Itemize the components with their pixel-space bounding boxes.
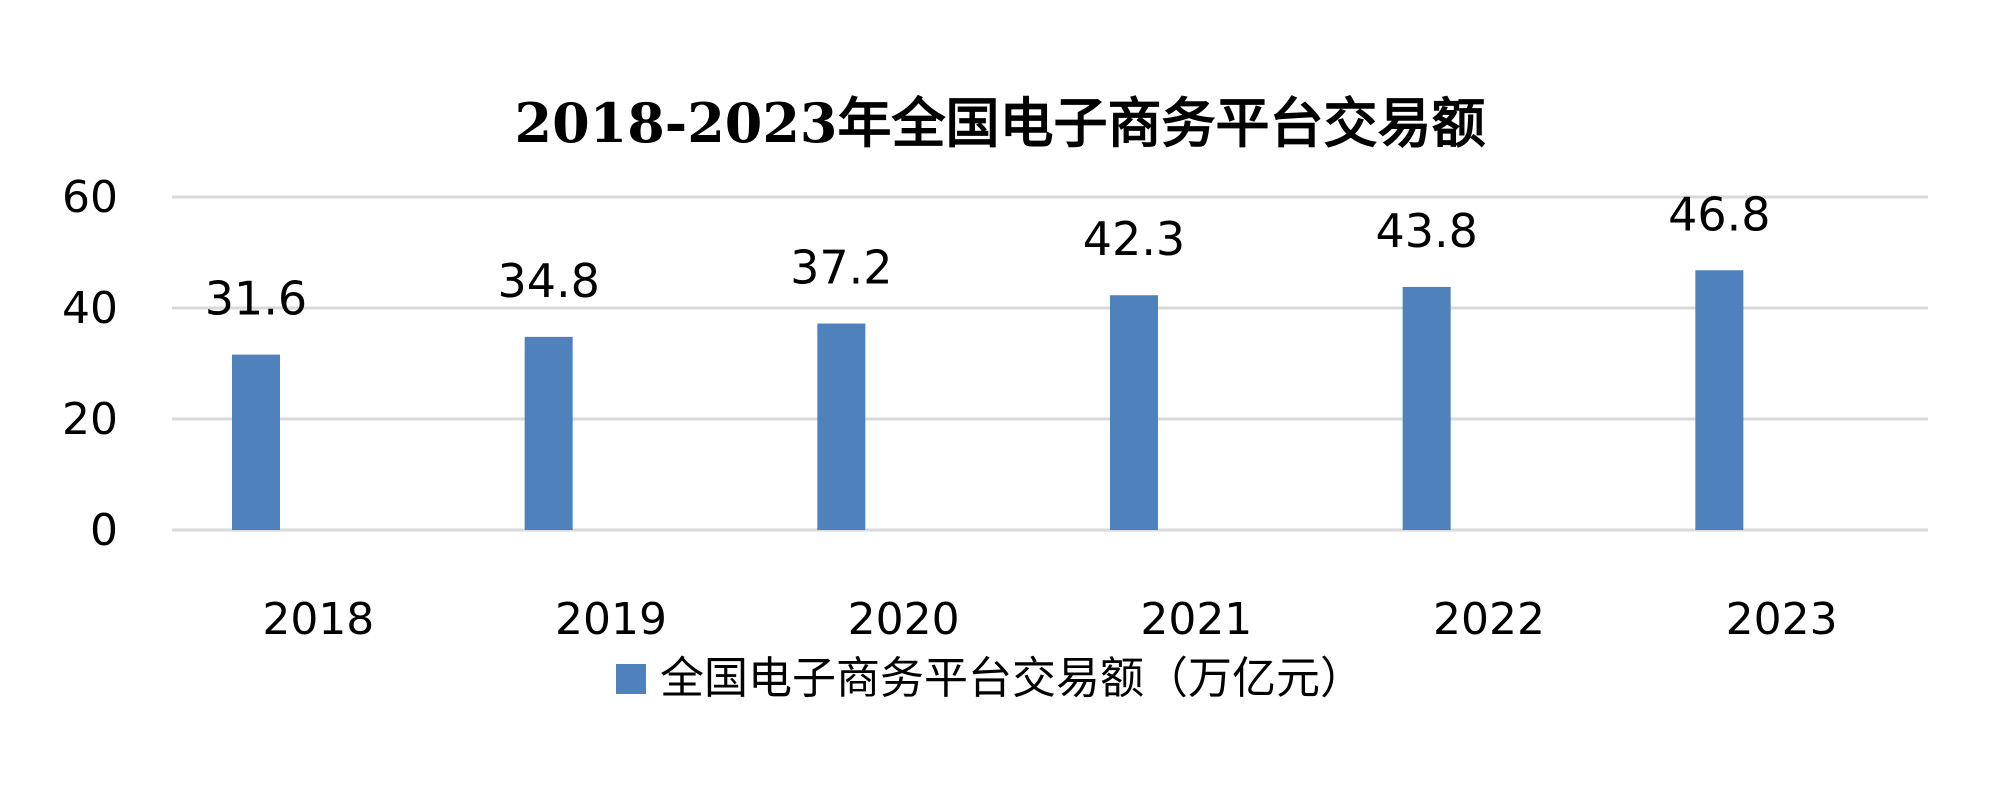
x-tick-label: 2018 xyxy=(262,594,374,645)
y-tick-label: 40 xyxy=(62,283,118,334)
x-axis-tick-labels: 2018 2019 2020 2021 2022 2023 xyxy=(262,594,1837,645)
data-label: 37.2 xyxy=(790,241,892,295)
legend-swatch xyxy=(616,664,646,694)
legend-label: 全国电子商务平台交易额（万亿元） xyxy=(660,653,1364,704)
gridlines xyxy=(172,195,1928,532)
x-tick-label: 2023 xyxy=(1726,594,1838,645)
x-tick-label: 2019 xyxy=(555,594,667,645)
data-label: 42.3 xyxy=(1083,212,1185,266)
y-tick-label: 20 xyxy=(62,394,118,445)
legend: 全国电子商务平台交易额（万亿元） xyxy=(616,653,1364,704)
bar-2019 xyxy=(524,336,573,530)
bar-2023 xyxy=(1695,270,1744,530)
chart-title: 2018-2023年全国电子商务平台交易额 xyxy=(515,91,1486,155)
x-tick-label: 2021 xyxy=(1140,594,1252,645)
bar-2022 xyxy=(1402,286,1451,530)
data-label: 46.8 xyxy=(1668,187,1770,241)
data-labels: 31.6 34.8 37.2 42.3 43.8 46.8 xyxy=(205,187,1771,325)
y-tick-label: 0 xyxy=(90,505,118,556)
y-tick-label: 60 xyxy=(62,172,118,223)
x-tick-label: 2022 xyxy=(1433,594,1545,645)
x-tick-label: 2020 xyxy=(848,594,960,645)
bar-2020 xyxy=(817,323,866,530)
bars xyxy=(232,270,1744,530)
data-label: 34.8 xyxy=(497,254,599,308)
bar-2021 xyxy=(1110,295,1158,530)
bar-2018 xyxy=(232,354,280,530)
data-label: 31.6 xyxy=(205,272,307,326)
data-label: 43.8 xyxy=(1375,204,1477,258)
y-axis-tick-labels: 0 20 40 60 xyxy=(62,172,118,556)
